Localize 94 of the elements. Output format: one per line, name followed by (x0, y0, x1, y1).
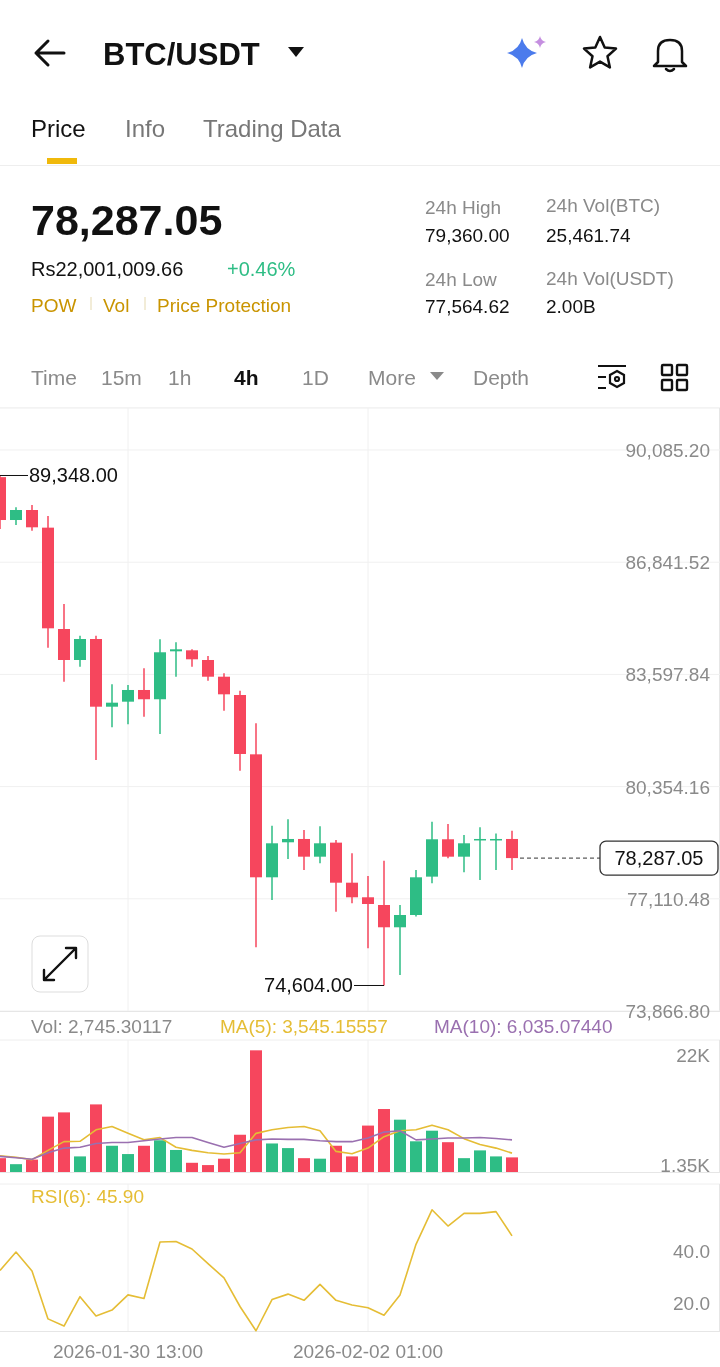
y-tick-label: 1.35K (660, 1154, 711, 1176)
y-tick-label: 86,841.52 (625, 552, 710, 574)
candlestick (298, 829, 310, 871)
text: 4h (234, 366, 259, 389)
candlestick (314, 825, 326, 865)
text: More (368, 366, 416, 389)
text: Time (31, 366, 77, 389)
bar (218, 1158, 230, 1172)
text: 25,461.74 (546, 225, 631, 246)
y-tick-label: 77,110.48 (626, 888, 710, 910)
text: 1D (302, 366, 329, 389)
bar (154, 1140, 166, 1172)
bar (42, 1116, 54, 1172)
bar (490, 1156, 502, 1172)
bar (458, 1158, 470, 1172)
candlestick (26, 504, 38, 532)
bar (346, 1156, 358, 1172)
text: Trading Data (203, 115, 342, 142)
line-series (0, 1208, 513, 1332)
bar (410, 1141, 422, 1172)
bar (266, 1143, 278, 1172)
text: Vol (103, 295, 130, 316)
bar (106, 1145, 118, 1172)
text: 24h Low (425, 269, 498, 290)
text: MA(10): 6,035.07440 (434, 1016, 613, 1037)
bar (330, 1145, 342, 1172)
annotation: 74,604.00 (264, 974, 353, 997)
text: 78,287.05 (31, 196, 223, 244)
bar (250, 1050, 262, 1172)
y-tick-label: 20.0 (673, 1292, 710, 1314)
y-tick-label: 22K (676, 1044, 711, 1066)
text: 1h (168, 366, 192, 389)
text: +0.46% (227, 258, 296, 280)
candlestick (202, 655, 214, 682)
bar (26, 1159, 38, 1172)
text: Price Protection (157, 295, 292, 316)
bar (138, 1145, 150, 1172)
bar (394, 1119, 406, 1172)
text: 24h Vol(USDT) (546, 268, 674, 289)
bar (58, 1112, 70, 1172)
text: 24h High (425, 197, 502, 218)
candlestick (394, 904, 406, 976)
text: POW (31, 295, 77, 316)
bar (90, 1104, 102, 1172)
text: 79,360.00 (425, 225, 510, 246)
candlestick (106, 683, 118, 729)
bar (442, 1142, 454, 1172)
text: 2.00B (546, 296, 596, 317)
bar (506, 1157, 518, 1172)
annotation: 89,348.00 (29, 464, 118, 487)
text: 24h Vol(BTC) (546, 195, 661, 216)
candlestick (506, 829, 518, 871)
bar (74, 1156, 86, 1172)
y-tick-label: 40.0 (673, 1241, 710, 1263)
ref-line-label: 78,287.05 (614, 847, 704, 870)
text: RSI(6): 45.90 (31, 1186, 144, 1207)
candlestick (74, 634, 86, 668)
text: Vol: 2,745.30117 (31, 1016, 173, 1037)
candlestick (282, 818, 294, 860)
bar (186, 1162, 198, 1172)
bar (378, 1109, 390, 1172)
y-tick-label: 90,085.20 (625, 439, 710, 461)
candlestick (122, 684, 134, 726)
text: 15m (101, 366, 142, 389)
bar (314, 1158, 326, 1172)
x-tick-label: 2026-01-30 13:00 (52, 1341, 204, 1362)
text: Info (125, 115, 166, 142)
text: BTC/USDT (103, 37, 260, 72)
y-tick-label: 73,866.80 (625, 1001, 710, 1022)
y-tick-label: 80,354.16 (625, 776, 710, 798)
bar (362, 1125, 374, 1172)
candlestick (346, 852, 358, 905)
text: MA(5): 3,545.15557 (220, 1016, 388, 1037)
candlestick (442, 823, 454, 860)
x-tick-label: 2026-02-02 01:00 (292, 1341, 444, 1362)
bar (282, 1148, 294, 1172)
candlestick (218, 672, 230, 712)
candlestick (362, 875, 374, 950)
candlestick (170, 641, 182, 678)
bar (10, 1164, 22, 1172)
bar (170, 1149, 182, 1172)
text: 77,564.62 (425, 296, 510, 317)
text: Rs22,001,009.66 (31, 258, 184, 280)
text: Depth (473, 366, 530, 389)
y-tick-label: 83,597.84 (625, 664, 711, 686)
candlestick (378, 859, 390, 987)
bar (474, 1150, 486, 1172)
bar (426, 1130, 438, 1172)
text: Price (31, 115, 86, 142)
bar (122, 1154, 134, 1172)
candlestick (138, 667, 150, 718)
bar (298, 1158, 310, 1172)
bar (202, 1165, 214, 1172)
candlestick (458, 834, 470, 874)
